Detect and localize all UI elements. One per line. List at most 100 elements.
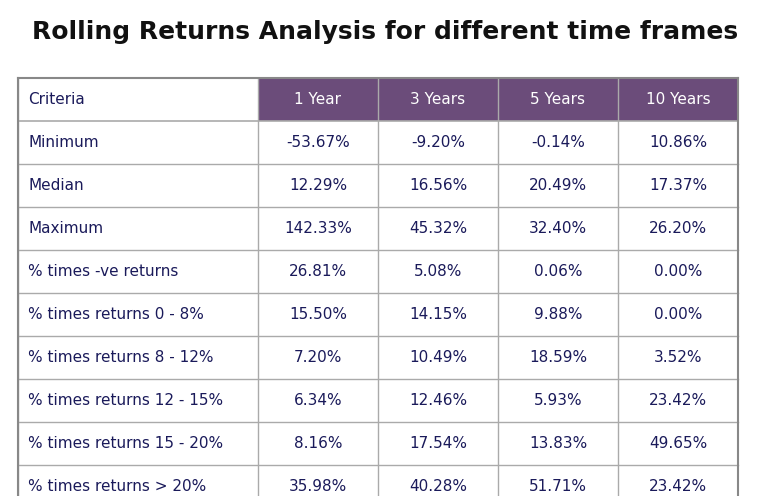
Bar — [618, 465, 738, 496]
Bar — [498, 465, 618, 496]
Text: 40.28%: 40.28% — [409, 479, 467, 494]
Text: 35.98%: 35.98% — [289, 479, 347, 494]
Bar — [498, 207, 618, 250]
Bar — [378, 164, 498, 207]
Bar — [258, 422, 378, 465]
Bar — [498, 121, 618, 164]
Text: -0.14%: -0.14% — [531, 135, 585, 150]
Bar — [258, 78, 378, 121]
Text: 142.33%: 142.33% — [284, 221, 352, 236]
Bar — [258, 379, 378, 422]
Bar — [498, 250, 618, 293]
Bar — [378, 121, 498, 164]
Bar — [258, 207, 378, 250]
Bar — [378, 379, 498, 422]
Bar — [378, 336, 498, 379]
Text: 16.56%: 16.56% — [409, 178, 467, 193]
Text: Minimum: Minimum — [28, 135, 99, 150]
Text: 17.37%: 17.37% — [649, 178, 707, 193]
Text: % times returns 0 - 8%: % times returns 0 - 8% — [28, 307, 204, 322]
Text: % times returns 15 - 20%: % times returns 15 - 20% — [28, 436, 223, 451]
Bar — [18, 164, 258, 207]
Bar — [498, 336, 618, 379]
Bar — [18, 465, 258, 496]
Bar — [18, 207, 258, 250]
Text: 1 Year: 1 Year — [295, 92, 342, 107]
Bar — [18, 78, 258, 121]
Text: 45.32%: 45.32% — [409, 221, 467, 236]
Bar — [498, 293, 618, 336]
Bar — [18, 293, 258, 336]
Bar — [18, 336, 258, 379]
Text: 14.15%: 14.15% — [409, 307, 467, 322]
Text: 15.50%: 15.50% — [289, 307, 347, 322]
Bar — [18, 250, 258, 293]
Bar — [498, 422, 618, 465]
Bar — [618, 379, 738, 422]
Bar — [18, 379, 258, 422]
Bar — [618, 293, 738, 336]
Text: Median: Median — [28, 178, 83, 193]
Text: 5.08%: 5.08% — [414, 264, 462, 279]
Text: 0.00%: 0.00% — [654, 307, 702, 322]
Bar — [258, 293, 378, 336]
Bar — [618, 422, 738, 465]
Text: 26.81%: 26.81% — [289, 264, 347, 279]
Bar — [498, 78, 618, 121]
Text: 6.34%: 6.34% — [294, 393, 342, 408]
Text: 3.52%: 3.52% — [654, 350, 702, 365]
Text: % times returns 8 - 12%: % times returns 8 - 12% — [28, 350, 214, 365]
Bar — [18, 121, 258, 164]
Bar — [378, 78, 498, 121]
Text: -9.20%: -9.20% — [411, 135, 465, 150]
Text: 10 Years: 10 Years — [645, 92, 710, 107]
Text: -53.67%: -53.67% — [286, 135, 350, 150]
Text: 23.42%: 23.42% — [649, 479, 707, 494]
Bar — [618, 250, 738, 293]
Bar — [258, 465, 378, 496]
Bar — [18, 422, 258, 465]
Text: 12.29%: 12.29% — [289, 178, 347, 193]
Text: % times returns 12 - 15%: % times returns 12 - 15% — [28, 393, 223, 408]
Text: Criteria: Criteria — [28, 92, 85, 107]
Text: 3 Years: 3 Years — [410, 92, 466, 107]
Text: 49.65%: 49.65% — [649, 436, 707, 451]
Bar — [378, 207, 498, 250]
Text: 10.49%: 10.49% — [409, 350, 467, 365]
Text: 17.54%: 17.54% — [409, 436, 467, 451]
Bar — [258, 250, 378, 293]
Bar — [378, 293, 498, 336]
Text: 0.06%: 0.06% — [534, 264, 582, 279]
Text: 51.71%: 51.71% — [529, 479, 587, 494]
Text: 10.86%: 10.86% — [649, 135, 707, 150]
Bar — [258, 336, 378, 379]
Bar — [258, 121, 378, 164]
Bar — [498, 379, 618, 422]
Text: 18.59%: 18.59% — [529, 350, 587, 365]
Text: 8.16%: 8.16% — [294, 436, 342, 451]
Bar — [618, 207, 738, 250]
Text: 9.88%: 9.88% — [534, 307, 582, 322]
Text: 5.93%: 5.93% — [534, 393, 582, 408]
Text: 12.46%: 12.46% — [409, 393, 467, 408]
Text: 5 Years: 5 Years — [530, 92, 585, 107]
Bar — [618, 336, 738, 379]
Text: 26.20%: 26.20% — [649, 221, 707, 236]
Bar — [618, 121, 738, 164]
Text: 7.20%: 7.20% — [294, 350, 342, 365]
Bar — [378, 465, 498, 496]
Bar — [378, 250, 498, 293]
Text: 13.83%: 13.83% — [529, 436, 588, 451]
Text: Rolling Returns Analysis for different time frames: Rolling Returns Analysis for different t… — [32, 20, 739, 44]
Text: 23.42%: 23.42% — [649, 393, 707, 408]
Bar — [618, 164, 738, 207]
Bar — [258, 164, 378, 207]
Text: 32.40%: 32.40% — [529, 221, 587, 236]
Text: 20.49%: 20.49% — [529, 178, 587, 193]
Text: 0.00%: 0.00% — [654, 264, 702, 279]
Text: % times -ve returns: % times -ve returns — [28, 264, 178, 279]
Bar — [498, 164, 618, 207]
Bar — [618, 78, 738, 121]
Text: Maximum: Maximum — [28, 221, 103, 236]
Bar — [378, 422, 498, 465]
